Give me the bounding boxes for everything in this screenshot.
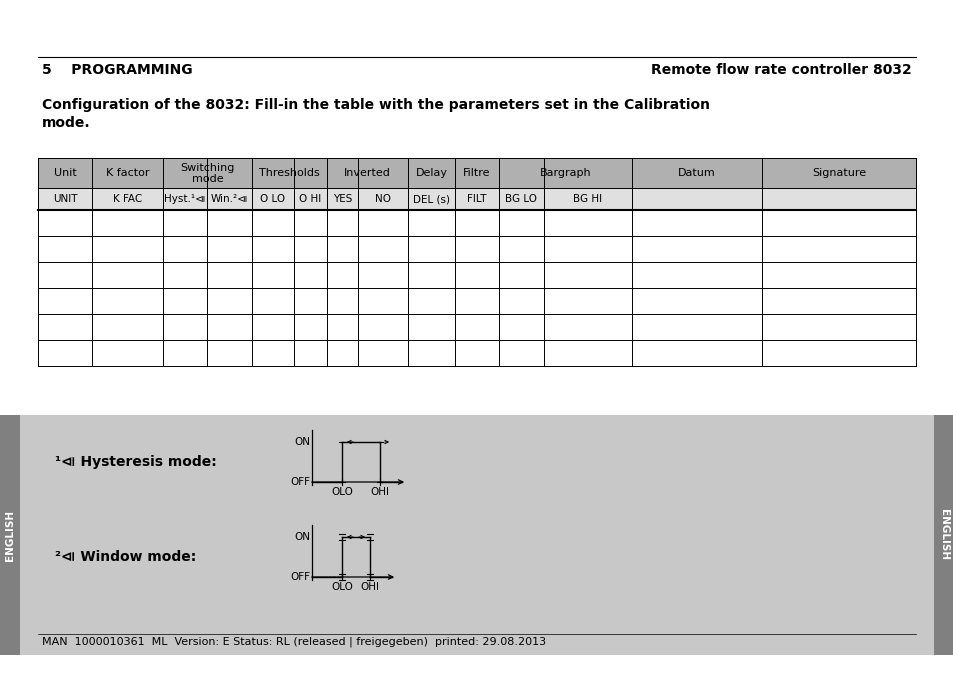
Text: MAN  1000010361  ML  Version: E Status: RL (released | freigegeben)  printed: 29: MAN 1000010361 ML Version: E Status: RL …	[42, 637, 545, 647]
Text: Win.²⧏: Win.²⧏	[211, 194, 248, 204]
Text: Filtre: Filtre	[463, 168, 490, 178]
Text: O HI: O HI	[299, 194, 321, 204]
Text: mode: mode	[192, 174, 223, 184]
Text: O LO: O LO	[260, 194, 285, 204]
Text: Delay: Delay	[416, 168, 447, 178]
Text: OHI: OHI	[360, 582, 379, 592]
Text: OLO: OLO	[331, 582, 353, 592]
Text: Switching: Switching	[180, 163, 234, 173]
Text: OHI: OHI	[370, 487, 389, 497]
Text: DEL (s): DEL (s)	[413, 194, 450, 204]
Text: K FAC: K FAC	[112, 194, 142, 204]
Text: ¹⧏ Hysteresis mode:: ¹⧏ Hysteresis mode:	[55, 455, 216, 469]
Text: ON: ON	[294, 532, 310, 542]
Text: Thresholds: Thresholds	[259, 168, 319, 178]
Text: Signature: Signature	[811, 168, 865, 178]
Text: 5    PROGRAMMING: 5 PROGRAMMING	[42, 63, 193, 77]
Text: K factor: K factor	[106, 168, 149, 178]
Bar	[0, 415, 953, 655]
Text: BG HI: BG HI	[573, 194, 602, 204]
Bar	[0, 415, 20, 655]
Text: Bargraph: Bargraph	[539, 168, 591, 178]
Text: Datum: Datum	[678, 168, 715, 178]
Text: Unit: Unit	[53, 168, 76, 178]
Text: ENGLISH: ENGLISH	[938, 509, 948, 561]
Text: UNIT: UNIT	[52, 194, 77, 204]
Text: Remote flow rate controller 8032: Remote flow rate controller 8032	[651, 63, 911, 77]
Text: FILT: FILT	[467, 194, 486, 204]
Text: ON: ON	[294, 437, 310, 447]
Text: BG LO: BG LO	[505, 194, 537, 204]
Text: OLO: OLO	[331, 487, 353, 497]
Text: OFF: OFF	[290, 572, 310, 582]
Text: OFF: OFF	[290, 477, 310, 487]
Bar	[933, 415, 953, 655]
Bar	[38, 188, 915, 210]
Text: Hyst.¹⧏: Hyst.¹⧏	[164, 194, 206, 204]
Bar	[38, 158, 915, 188]
Text: Configuration of the 8032: Fill-in the table with the parameters set in the Cali: Configuration of the 8032: Fill-in the t…	[42, 98, 709, 112]
Text: ENGLISH: ENGLISH	[5, 509, 15, 561]
Text: mode.: mode.	[42, 116, 91, 130]
Text: YES: YES	[333, 194, 352, 204]
Text: Inverted: Inverted	[344, 168, 391, 178]
Text: ²⧏ Window mode:: ²⧏ Window mode:	[55, 550, 196, 564]
Text: NO: NO	[375, 194, 391, 204]
